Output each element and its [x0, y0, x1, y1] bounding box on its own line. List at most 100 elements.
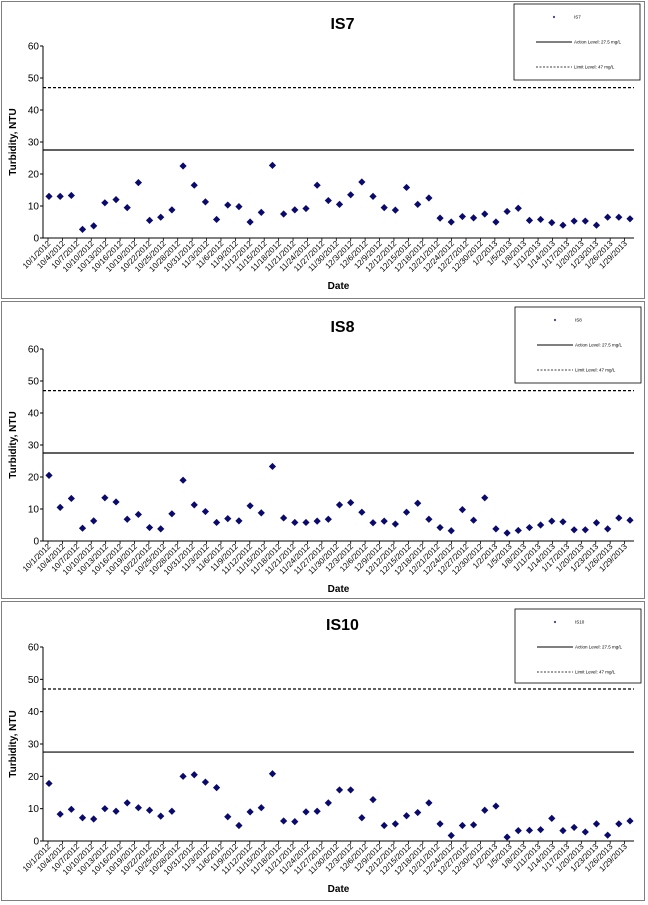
data-point [537, 215, 545, 224]
data-point [246, 808, 254, 816]
data-point [101, 494, 109, 502]
chart-panel-is10: IS10 0 10 20 30 40 50 60 Turbidity, NTU 10/1/2012… [1, 601, 645, 901]
data-point [559, 518, 567, 526]
legend-label: IS10 [575, 620, 585, 625]
data-point [548, 814, 556, 822]
data-point [481, 210, 489, 218]
data-point [268, 770, 277, 778]
data-point [257, 804, 265, 812]
data-point [45, 779, 53, 788]
data-point [179, 772, 187, 780]
chart-title: IS10 [326, 617, 359, 634]
data-point [592, 519, 601, 527]
data-point [391, 206, 399, 214]
data-point [235, 203, 243, 211]
data-point [235, 821, 243, 830]
data-point [570, 217, 578, 225]
legend-box [514, 608, 642, 684]
data-point [302, 808, 310, 816]
data-point [168, 807, 176, 815]
data-point [313, 181, 321, 189]
data-point [604, 525, 612, 533]
y-axis-label: Turbidity, NTU [8, 411, 19, 478]
data-point [425, 515, 433, 523]
data-point [492, 218, 500, 226]
data-point [78, 225, 87, 233]
data-point [157, 525, 165, 533]
legend-label: IS8 [575, 318, 582, 323]
data-point [414, 499, 422, 507]
data-point [414, 200, 422, 208]
data-point [548, 219, 556, 227]
data-point [626, 516, 634, 524]
data-point [268, 462, 277, 471]
data-point [134, 804, 142, 812]
data-point [503, 833, 511, 841]
chart-panel-is8: IS8 0 10 20 30 40 50 60 Turbidity, NTU 10/1/2012 1… [1, 301, 645, 599]
data-point [291, 206, 299, 214]
y-axis-label: Turbidity, NTU [8, 108, 19, 175]
data-point [559, 221, 567, 229]
data-point [380, 517, 388, 525]
data-point [145, 216, 154, 224]
data-point [447, 218, 455, 226]
data-point [90, 222, 98, 230]
y-tick-label: 0 [33, 837, 39, 848]
data-point [324, 515, 332, 523]
data-point [201, 198, 210, 206]
data-point [335, 200, 344, 208]
data-point [402, 812, 411, 820]
data-point [436, 523, 444, 532]
data-point [436, 820, 444, 828]
x-axis-label: Date [328, 281, 350, 292]
data-point [581, 217, 589, 225]
y-tick-label: 0 [33, 234, 39, 245]
legend-label: IS7 [574, 15, 581, 20]
data-point [369, 192, 377, 200]
y-tick-label: 60 [28, 643, 40, 654]
data-point [112, 807, 120, 815]
y-tick-label: 30 [28, 138, 40, 149]
data-point [280, 817, 288, 825]
data-point [469, 821, 478, 829]
data-point [525, 523, 534, 532]
y-tick-label: 30 [28, 740, 40, 751]
data-point [224, 201, 232, 209]
data-point [581, 526, 589, 534]
data-point [90, 517, 98, 525]
data-point [402, 183, 411, 192]
y-tick-label: 60 [28, 345, 40, 356]
y-tick-label: 60 [28, 42, 40, 53]
data-point [101, 199, 109, 207]
data-point [235, 517, 243, 525]
data-point [615, 213, 623, 221]
data-point [246, 218, 254, 226]
data-point [67, 805, 75, 813]
data-point [201, 778, 210, 786]
x-axis-label: Date [328, 884, 350, 895]
data-point [514, 827, 522, 835]
legend-label: Limit Level: 47 mg/L [575, 670, 616, 675]
data-point [45, 192, 53, 200]
data-point [592, 820, 601, 828]
legend-label: Action Level: 27.5 mg/L [575, 343, 623, 348]
data-point [212, 215, 221, 224]
data-point [56, 192, 64, 200]
data-point [492, 525, 500, 533]
data-point [224, 515, 232, 523]
data-point [157, 812, 165, 820]
data-point [67, 191, 75, 200]
data-point [291, 818, 299, 826]
data-point [347, 786, 355, 794]
data-point [78, 524, 87, 532]
data-point [268, 161, 277, 169]
data-point [56, 503, 64, 511]
data-point [123, 204, 131, 212]
y-tick-label: 50 [28, 74, 40, 85]
data-point [134, 179, 142, 187]
data-point [190, 501, 198, 509]
data-point [313, 517, 321, 525]
data-point [358, 508, 366, 516]
